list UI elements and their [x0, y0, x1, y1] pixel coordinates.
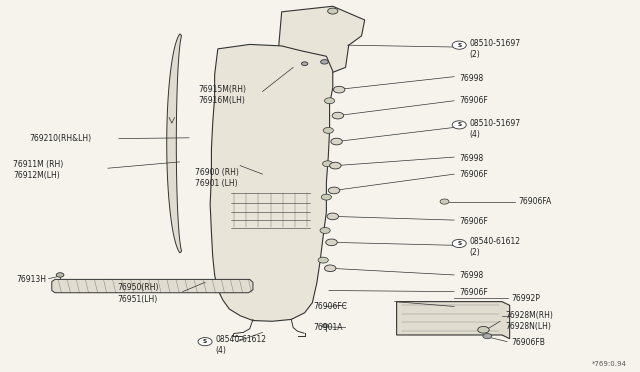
Text: 76998: 76998: [460, 154, 483, 163]
Circle shape: [324, 265, 336, 272]
Circle shape: [321, 194, 332, 200]
Circle shape: [452, 41, 467, 49]
Text: 76901A: 76901A: [314, 323, 343, 333]
Text: S: S: [457, 43, 461, 48]
Circle shape: [332, 112, 344, 119]
Circle shape: [320, 228, 330, 234]
Text: 76928M(RH)
76928N(LH): 76928M(RH) 76928N(LH): [505, 311, 553, 331]
Circle shape: [323, 161, 333, 167]
Text: 76906FB: 76906FB: [511, 338, 545, 347]
Text: 76915M(RH)
76916M(LH): 76915M(RH) 76916M(LH): [198, 85, 246, 105]
Text: 76998: 76998: [460, 74, 483, 83]
Circle shape: [198, 337, 212, 346]
Text: 08540-61612
(4): 08540-61612 (4): [215, 335, 266, 355]
Circle shape: [440, 199, 449, 204]
Circle shape: [331, 138, 342, 145]
Polygon shape: [167, 34, 182, 253]
Circle shape: [483, 334, 492, 339]
Text: 76992P: 76992P: [511, 294, 540, 303]
Text: S: S: [457, 122, 461, 127]
Text: 76906FA: 76906FA: [518, 197, 551, 206]
Text: 76900 (RH)
76901 (LH): 76900 (RH) 76901 (LH): [195, 168, 239, 188]
Circle shape: [318, 257, 328, 263]
Text: 76950(RH)
76951(LH): 76950(RH) 76951(LH): [118, 283, 159, 304]
Circle shape: [301, 62, 308, 65]
Text: 76906F: 76906F: [460, 288, 488, 297]
Polygon shape: [397, 302, 509, 339]
Circle shape: [452, 121, 467, 129]
Text: 76906FC: 76906FC: [314, 302, 348, 311]
Circle shape: [326, 239, 337, 246]
Text: S: S: [457, 241, 461, 246]
Polygon shape: [52, 279, 253, 293]
Circle shape: [323, 128, 333, 134]
Text: *769:0.94: *769:0.94: [591, 361, 627, 367]
Text: 769210(RH&LH): 769210(RH&LH): [29, 134, 92, 143]
Circle shape: [330, 162, 341, 169]
Text: 76998: 76998: [460, 271, 483, 280]
Text: 76906F: 76906F: [460, 96, 488, 105]
Text: 08510-51697
(4): 08510-51697 (4): [469, 119, 520, 139]
Text: 08540-61612
(2): 08540-61612 (2): [469, 237, 520, 257]
Text: 76906F: 76906F: [460, 217, 488, 226]
Circle shape: [56, 273, 64, 277]
Circle shape: [452, 239, 467, 247]
Text: 76906F: 76906F: [460, 170, 488, 179]
Circle shape: [321, 60, 328, 64]
Text: S: S: [203, 339, 207, 344]
Polygon shape: [278, 6, 365, 78]
Circle shape: [328, 8, 338, 14]
Polygon shape: [210, 44, 333, 321]
Circle shape: [324, 98, 335, 104]
Circle shape: [477, 327, 489, 333]
Circle shape: [333, 86, 345, 93]
Text: 76911M (RH)
76912M(LH): 76911M (RH) 76912M(LH): [13, 160, 64, 180]
Text: 08510-51697
(2): 08510-51697 (2): [469, 39, 520, 59]
Circle shape: [322, 324, 328, 328]
Circle shape: [327, 213, 339, 220]
Text: 76913H: 76913H: [17, 275, 47, 284]
Circle shape: [328, 187, 340, 194]
